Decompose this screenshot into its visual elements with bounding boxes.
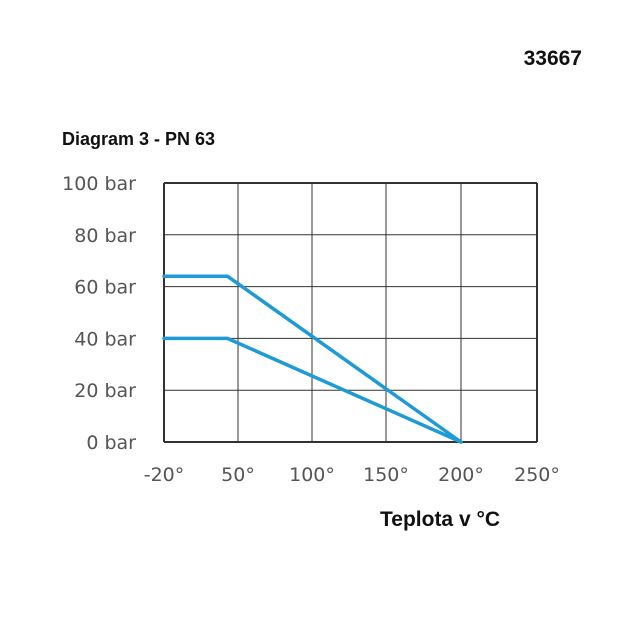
y-tick-label: 60 bar	[74, 277, 136, 299]
x-tick-label: 50°	[221, 464, 255, 486]
x-tick-label: 250°	[514, 464, 560, 486]
x-axis-label: Teplota v °C	[380, 508, 501, 531]
y-tick-label: 80 bar	[74, 225, 136, 247]
series-line-1	[162, 274, 463, 444]
y-tick-label: 0 bar	[86, 432, 136, 454]
x-tick-label: 100°	[289, 464, 335, 486]
chart-title: Diagram 3 - PN 63	[62, 129, 216, 149]
x-tick-label: 150°	[363, 464, 409, 486]
x-tick-label: 200°	[438, 464, 484, 486]
y-tick-label: 20 bar	[74, 380, 136, 402]
x-tick-label: -20°	[144, 464, 185, 486]
y-tick-label: 100 bar	[62, 173, 136, 195]
series-line-2	[162, 336, 463, 444]
y-tick-label: 40 bar	[74, 328, 136, 350]
product-code: 33667	[523, 47, 582, 70]
